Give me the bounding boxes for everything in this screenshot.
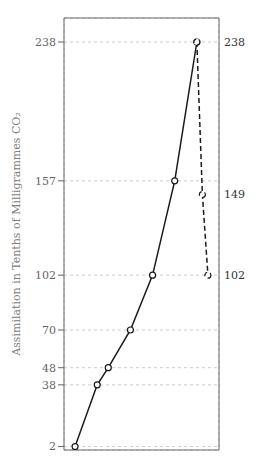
svg-text:238: 238	[35, 36, 56, 49]
svg-text:102: 102	[224, 269, 245, 282]
svg-text:48: 48	[42, 362, 56, 375]
svg-text:149: 149	[224, 188, 245, 201]
svg-text:238: 238	[224, 36, 245, 49]
svg-text:38: 38	[42, 379, 56, 392]
svg-text:102: 102	[35, 269, 56, 282]
svg-text:Assimilation in Tenths of Mill: Assimilation in Tenths of Milligrammes C…	[10, 112, 23, 356]
svg-text:157: 157	[35, 175, 56, 188]
svg-text:2: 2	[49, 440, 56, 453]
svg-text:70: 70	[42, 324, 56, 337]
